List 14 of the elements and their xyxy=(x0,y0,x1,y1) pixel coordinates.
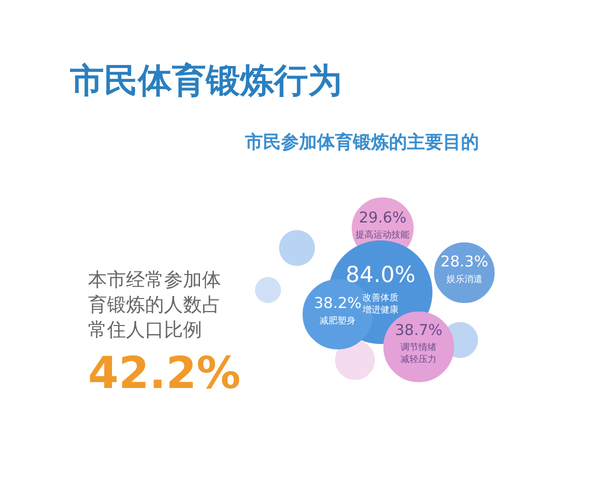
category-label: 提高运动技能 xyxy=(356,230,410,241)
data-label: 38.2% xyxy=(314,294,362,312)
category-label: 娱乐消遣 xyxy=(446,274,482,285)
text: 市民参加体育锻炼的主要目的 xyxy=(245,131,479,154)
text: 42.2% xyxy=(88,348,241,399)
text: 本市经常参加体育锻炼的人数占常住人口比例 xyxy=(88,268,222,343)
data-label: 38.7% xyxy=(394,320,443,339)
category-label: 减肥塑身 xyxy=(320,316,356,327)
category-label: 调节情绪减轻压力 xyxy=(400,342,437,366)
data-label: 28.3% xyxy=(440,252,488,271)
data-label: 29.6% xyxy=(358,208,407,226)
text: 市民体育锻炼行为 xyxy=(70,60,342,103)
category-label: 改善体质增进健康 xyxy=(362,292,399,316)
data-label: 84.0% xyxy=(346,262,416,288)
